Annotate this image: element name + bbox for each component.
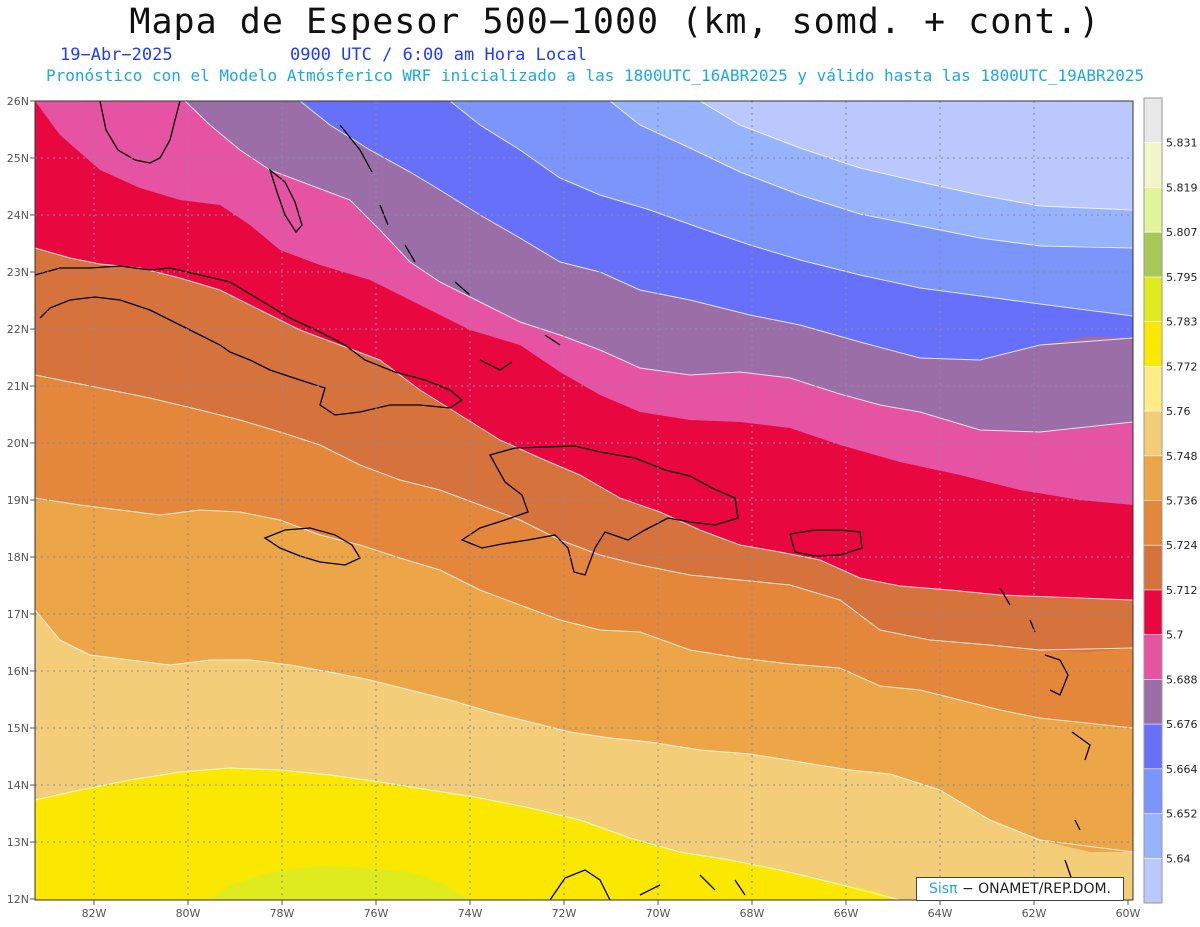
colorbar-label: 5.688 bbox=[1166, 673, 1198, 686]
longitude-label: 68W bbox=[740, 907, 765, 920]
latitude-label: 14N bbox=[7, 779, 29, 792]
latitude-label: 20N bbox=[7, 437, 29, 450]
longitude-label: 82W bbox=[82, 907, 107, 920]
colorbar-swatch bbox=[1144, 455, 1162, 501]
model-info: Pronóstico con el Modelo Atmósferico WRF… bbox=[46, 66, 1145, 85]
longitude-label: 76W bbox=[364, 907, 389, 920]
colorbar-label: 5.807 bbox=[1166, 226, 1198, 239]
colorbar-label: 5.748 bbox=[1166, 450, 1198, 463]
hispaniola-coast bbox=[460, 445, 739, 576]
colorbar-label: 5.712 bbox=[1166, 584, 1198, 597]
colorbar-label: 5.652 bbox=[1166, 808, 1198, 821]
colorbar-label: 5.783 bbox=[1166, 316, 1198, 329]
colorbar-label: 5.76 bbox=[1166, 405, 1191, 418]
sispi-logo: Sisπ bbox=[928, 881, 958, 897]
latitude-label: 21N bbox=[7, 380, 29, 393]
longitude-label: 62W bbox=[1022, 907, 1047, 920]
colorbar-label: 5.676 bbox=[1166, 718, 1198, 731]
puerto-rico-coast bbox=[789, 529, 863, 557]
latitude-label: 25N bbox=[7, 152, 29, 165]
colorbar-swatch bbox=[1144, 724, 1162, 770]
lesser-antilles bbox=[999, 587, 1091, 881]
longitude-label: 60W bbox=[1116, 907, 1141, 920]
colorbar-label: 5.772 bbox=[1166, 360, 1198, 373]
cuba-coast bbox=[35, 265, 464, 416]
longitude-label: 72W bbox=[552, 907, 577, 920]
colorbar: 5.831 5.819 5.807 5.795 5.783 5.772 5.76 5.748 5… bbox=[1143, 97, 1198, 904]
latitude-label: 18N bbox=[7, 551, 29, 564]
colorbar-label: 5.724 bbox=[1166, 539, 1198, 552]
latitude-label: 13N bbox=[7, 836, 29, 849]
longitude-labels: 82W 80W 78W 76W 74W 72W 70W 68W 66W 64W 62W 60W bbox=[82, 900, 1141, 920]
band-5-783 bbox=[35, 768, 900, 900]
latitude-label: 23N bbox=[7, 266, 29, 279]
colorbar-swatch bbox=[1144, 545, 1162, 591]
colorbar-swatch bbox=[1144, 232, 1162, 278]
colorbar-swatch bbox=[1144, 411, 1162, 457]
colorbar-swatch bbox=[1144, 321, 1162, 367]
longitude-label: 64W bbox=[928, 907, 953, 920]
forecast-date: 19−Abr−2025 bbox=[60, 45, 173, 65]
credit-box: Sisπ − ONAMET/REP.DOM. bbox=[916, 877, 1124, 901]
band-5-795 bbox=[210, 866, 470, 900]
latitude-label: 19N bbox=[7, 494, 29, 507]
colorbar-label: 5.664 bbox=[1166, 763, 1198, 776]
colorbar-label: 5.819 bbox=[1166, 181, 1198, 194]
map-title: Mapa de Espesor 500−1000 (km, somd. + co… bbox=[129, 2, 1101, 42]
longitude-label: 80W bbox=[176, 907, 201, 920]
credit-organization: − ONAMET/REP.DOM. bbox=[961, 881, 1111, 897]
colorbar-swatch bbox=[1144, 634, 1162, 680]
colorbar-label: 5.795 bbox=[1166, 271, 1198, 284]
colorbar-label: 5.831 bbox=[1166, 137, 1198, 150]
coastlines bbox=[35, 101, 1091, 900]
latitude-label: 22N bbox=[7, 323, 29, 336]
forecast-time: 0900 UTC / 6:00 am Hora Local bbox=[290, 45, 587, 65]
colorbar-swatch bbox=[1144, 679, 1162, 725]
colorbar-swatch bbox=[1144, 858, 1162, 904]
contour-fill bbox=[35, 101, 1133, 900]
longitude-label: 66W bbox=[834, 907, 859, 920]
latitude-label: 24N bbox=[7, 209, 29, 222]
colorbar-label: 5.736 bbox=[1166, 495, 1198, 508]
colorbar-swatch bbox=[1144, 768, 1162, 815]
colorbar-swatch bbox=[1144, 98, 1162, 144]
colorbar-swatch bbox=[1144, 366, 1162, 412]
colorbar-swatch bbox=[1144, 276, 1162, 323]
longitude-label: 78W bbox=[270, 907, 295, 920]
contour-lines bbox=[35, 101, 1133, 900]
colorbar-swatch bbox=[1144, 187, 1162, 233]
latitude-labels: 26N 25N 24N 23N 22N 21N 20N 19N 18N 17N 16N 15N 14N 1… bbox=[7, 95, 35, 906]
jamaica-coast bbox=[263, 527, 361, 566]
bahamas-andros bbox=[268, 168, 303, 234]
colorbar-swatch bbox=[1144, 589, 1162, 636]
colorbar-swatch bbox=[1144, 813, 1162, 859]
florida-coast bbox=[99, 101, 181, 164]
latitude-label: 16N bbox=[7, 665, 29, 678]
colorbar-label: 5.64 bbox=[1166, 852, 1191, 865]
latitude-label: 12N bbox=[7, 893, 29, 906]
colorbar-swatch bbox=[1144, 142, 1162, 188]
colorbar-label: 5.7 bbox=[1166, 629, 1184, 642]
graticule bbox=[35, 101, 1133, 900]
longitude-label: 74W bbox=[458, 907, 483, 920]
latitude-label: 26N bbox=[7, 95, 29, 108]
south-america-coast bbox=[549, 869, 746, 900]
colorbar-swatch bbox=[1144, 500, 1162, 546]
latitude-label: 15N bbox=[7, 722, 29, 735]
longitude-label: 70W bbox=[646, 907, 671, 920]
latitude-label: 17N bbox=[7, 608, 29, 621]
